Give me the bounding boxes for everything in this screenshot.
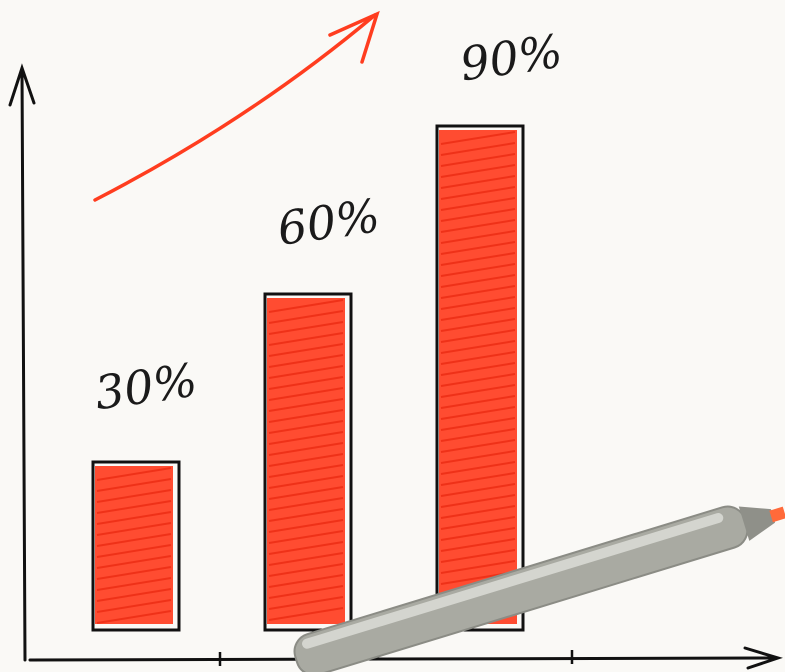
bar-outline	[435, 124, 525, 632]
pen-tip	[769, 506, 785, 523]
y-axis-arrow	[8, 63, 36, 107]
pen-highlight	[302, 512, 724, 649]
bar-scribble	[268, 299, 344, 621]
bars: 30%60%90%	[91, 24, 566, 632]
bar-scribble	[440, 131, 516, 618]
bar-outline	[91, 460, 181, 632]
y-axis	[20, 68, 27, 662]
pen-tip-cone	[738, 506, 776, 541]
pen	[293, 505, 785, 672]
x-axis-arrow	[743, 646, 783, 670]
trend-arrow	[93, 13, 377, 202]
trend-arrow-head	[328, 10, 380, 64]
bar-outline	[263, 292, 353, 632]
x-axis	[28, 656, 777, 662]
bar-scribble	[96, 467, 172, 624]
